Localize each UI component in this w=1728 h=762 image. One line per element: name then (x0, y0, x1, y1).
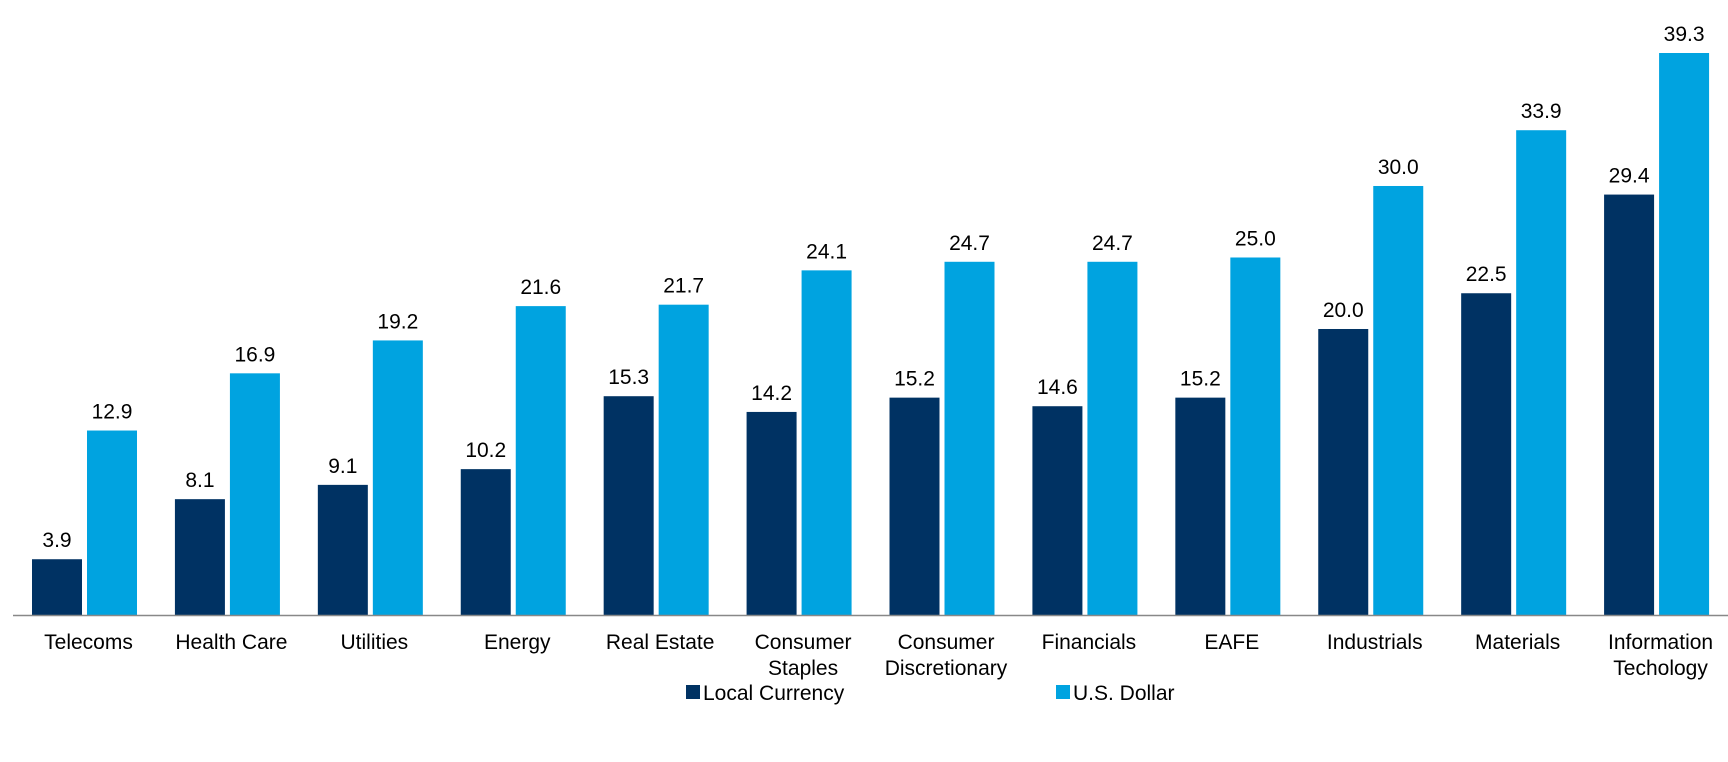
x-tick-label: Materials (1475, 631, 1561, 654)
bar (1230, 257, 1281, 615)
bar (515, 306, 566, 615)
bar (317, 484, 368, 615)
bar (746, 411, 797, 615)
bar (372, 340, 423, 615)
value-label: 24.1 (806, 240, 847, 263)
value-label: 29.4 (1609, 165, 1650, 188)
value-label: 14.2 (751, 382, 792, 405)
bar (801, 270, 852, 615)
value-label: 21.6 (520, 276, 561, 299)
value-label: 10.2 (465, 439, 506, 462)
bar (1516, 130, 1567, 615)
bar (174, 499, 225, 615)
value-label: 12.9 (92, 401, 133, 424)
bar (889, 397, 940, 615)
value-label: 39.3 (1664, 23, 1705, 46)
value-label: 22.5 (1466, 263, 1507, 286)
bar (1087, 261, 1138, 615)
x-tick-label: Telecoms (44, 631, 133, 654)
x-tick-label: Utilities (340, 631, 409, 654)
x-tick-label: Industrials (1326, 631, 1423, 654)
value-label: 25.0 (1235, 227, 1276, 250)
x-tick-label: EAFE (1204, 631, 1260, 654)
x-tick-label: Consumer Discretionary (884, 631, 1008, 680)
bar (32, 559, 82, 615)
bar (460, 469, 511, 615)
value-label: 24.7 (1092, 232, 1133, 255)
legend-swatch (686, 685, 700, 699)
value-label: 33.9 (1521, 100, 1562, 123)
bar (1318, 328, 1369, 615)
bar (1373, 185, 1424, 615)
x-tick-label: Information Techology (1608, 631, 1714, 680)
bar (1461, 293, 1512, 615)
bar (1659, 53, 1710, 615)
bar (1032, 406, 1083, 615)
value-label: 8.1 (185, 469, 214, 492)
bar (87, 430, 137, 615)
x-tick-label: Health Care (175, 631, 288, 654)
value-label: 20.0 (1323, 299, 1364, 322)
value-label: 30.0 (1378, 156, 1419, 179)
legend-label: U.S. Dollar (1073, 682, 1175, 705)
value-label: 21.7 (663, 275, 704, 298)
bar (658, 304, 709, 615)
x-tick-label: Financials (1041, 631, 1137, 654)
value-label: 15.3 (608, 366, 649, 389)
legend-swatch (1056, 685, 1070, 699)
value-label: 15.2 (1180, 368, 1221, 391)
value-label: 3.9 (42, 529, 71, 552)
value-label: 9.1 (328, 455, 357, 478)
x-tick-label: Energy (483, 631, 551, 654)
value-label: 14.6 (1037, 376, 1078, 399)
value-label: 24.7 (949, 232, 990, 255)
value-label: 19.2 (377, 310, 418, 333)
bar (229, 373, 280, 615)
bar (1604, 194, 1655, 616)
value-label: 16.9 (234, 343, 275, 366)
x-tick-label: Real Estate (605, 631, 715, 654)
value-label: 15.2 (894, 368, 935, 391)
x-tick-label: Consumer Staples (754, 631, 852, 680)
bar (1175, 397, 1226, 615)
legend-label: Local Currency (703, 682, 845, 705)
bar (603, 396, 654, 615)
bar (944, 261, 995, 615)
